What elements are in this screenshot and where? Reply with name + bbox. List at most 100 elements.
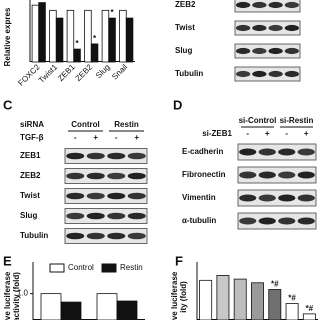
blot-band xyxy=(127,232,146,240)
blot-row-label: ZEB1 xyxy=(20,151,41,160)
blot-frame xyxy=(64,168,148,184)
blot-frame xyxy=(234,20,301,36)
bar xyxy=(96,293,118,320)
x-tick-label: ZEB2 xyxy=(74,62,95,83)
significance-mark: * xyxy=(76,39,80,48)
blot-band xyxy=(239,217,257,225)
blot-band xyxy=(239,194,257,202)
blot-frame xyxy=(64,188,148,204)
x-tick-label: Twist1 xyxy=(37,62,60,85)
blot-band xyxy=(66,212,85,220)
blot-frame xyxy=(64,208,148,224)
y-axis-label: ive luciferase xyxy=(170,271,179,320)
blot-band xyxy=(127,192,146,200)
bar xyxy=(40,293,62,320)
blot-band xyxy=(235,1,251,9)
bar xyxy=(108,17,116,63)
legend-label: Restin xyxy=(120,263,143,272)
blot-band xyxy=(127,152,146,160)
blot-band xyxy=(268,70,283,78)
blot-band xyxy=(258,217,276,225)
blot-frame xyxy=(237,143,317,161)
significance-mark: *# xyxy=(306,304,314,313)
treatment-sign: - xyxy=(285,129,288,138)
blot-band xyxy=(278,171,296,179)
blot-band xyxy=(284,70,300,78)
treatment-label: TGF-β xyxy=(20,133,44,142)
blot-row-label: ZEB2 xyxy=(20,171,41,180)
blot-band xyxy=(86,232,105,240)
factor-label: siRNA xyxy=(20,120,44,129)
blot-row-label: E-cadherin xyxy=(182,147,223,156)
blot-band xyxy=(66,172,85,180)
bar xyxy=(302,313,316,320)
blot-band xyxy=(107,212,126,220)
blot-frame xyxy=(64,148,148,164)
y-axis-label: activity (fold) xyxy=(12,272,21,320)
blot-band xyxy=(107,152,126,160)
blot-row-label: Fibronectin xyxy=(182,170,226,179)
blot-band xyxy=(297,194,315,202)
blot-band xyxy=(278,148,296,156)
y-axis-label: ive luciferase xyxy=(3,271,12,320)
blot-band xyxy=(86,192,105,200)
blot-band xyxy=(235,24,251,32)
treatment-sign: + xyxy=(134,133,139,142)
legend-swatch xyxy=(49,263,65,273)
blot-band xyxy=(268,1,283,9)
treatment-sign: + xyxy=(93,133,98,142)
blot-row-label: ZEB2 xyxy=(175,0,196,9)
blot-row-label: Twist xyxy=(20,191,40,200)
y-axis-label: ity (fold) xyxy=(179,281,188,313)
blot-band xyxy=(252,70,267,78)
bar xyxy=(90,43,99,63)
group-label: Restin xyxy=(114,120,139,129)
y-axis-label: Relative expres xyxy=(3,7,12,66)
blot-band xyxy=(235,47,251,55)
blot-band xyxy=(258,194,276,202)
blot-band xyxy=(284,24,300,32)
bar xyxy=(84,9,92,63)
blot-band xyxy=(239,148,257,156)
significance-mark: *# xyxy=(288,294,296,303)
legend-label: Control xyxy=(68,263,94,272)
group-label: Control xyxy=(71,120,99,129)
treatment-label: si-ZEB1 xyxy=(202,129,232,138)
blot-frame xyxy=(237,212,317,230)
group-label: si-Control xyxy=(239,116,277,125)
blot-row-label: Twist xyxy=(175,23,195,32)
blot-band xyxy=(252,24,267,32)
blot-band xyxy=(252,1,267,9)
blot-band xyxy=(107,172,126,180)
bar xyxy=(233,278,247,320)
blot-band xyxy=(268,24,283,32)
bar xyxy=(216,275,230,320)
bar xyxy=(119,9,127,63)
blot-band xyxy=(66,232,85,240)
blot-band xyxy=(278,194,296,202)
blot-row-label: Tubulin xyxy=(175,69,203,78)
treatment-sign: + xyxy=(265,129,270,138)
blot-band xyxy=(252,47,267,55)
blot-band xyxy=(107,192,126,200)
blot-band xyxy=(66,192,85,200)
significance-mark: *# xyxy=(271,280,279,289)
panel-label: C xyxy=(3,97,13,112)
blot-frame xyxy=(234,0,301,13)
bar xyxy=(31,4,40,63)
blot-band xyxy=(297,217,315,225)
x-tick-label: Snail xyxy=(110,62,129,81)
blot-frame xyxy=(64,228,148,244)
panel-label: D xyxy=(173,97,182,112)
treatment-sign: - xyxy=(246,129,249,138)
blot-band xyxy=(127,212,146,220)
significance-mark: * xyxy=(111,8,115,17)
blot-band xyxy=(235,70,251,78)
bar xyxy=(66,9,75,63)
blot-band xyxy=(297,148,315,156)
blot-row-label: Tubulin xyxy=(20,231,48,240)
treatment-sign: + xyxy=(304,129,309,138)
bar xyxy=(199,279,213,320)
legend-swatch xyxy=(101,263,117,273)
bar xyxy=(38,2,46,63)
